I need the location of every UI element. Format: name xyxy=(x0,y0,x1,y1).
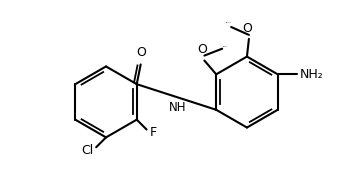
Text: O: O xyxy=(242,22,252,35)
Text: O: O xyxy=(197,43,207,56)
Text: Cl: Cl xyxy=(81,144,93,157)
Text: NH: NH xyxy=(169,101,186,114)
Text: methoxy: methoxy xyxy=(226,22,232,23)
Text: F: F xyxy=(149,126,157,139)
Text: O: O xyxy=(137,46,147,59)
Text: methyl: methyl xyxy=(223,46,228,47)
Text: NH₂: NH₂ xyxy=(299,68,323,81)
